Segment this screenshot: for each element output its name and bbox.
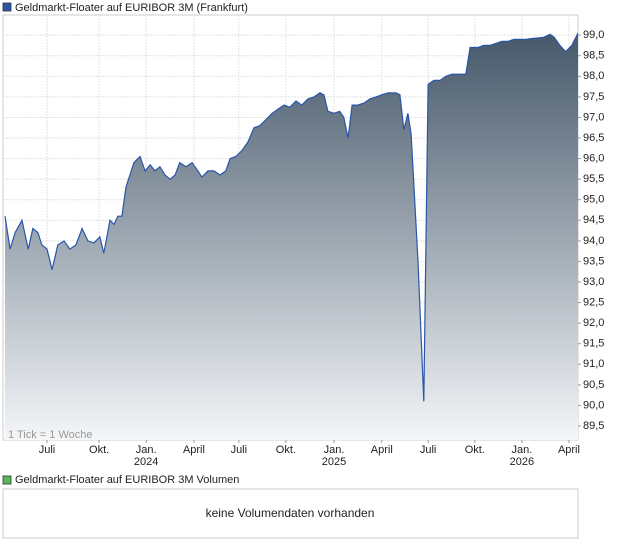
y-tick-label: 96,5 xyxy=(583,132,604,144)
y-tick-label: 94,5 xyxy=(583,214,604,226)
y-tick-label: 91,0 xyxy=(583,358,604,370)
x-tick-label: Okt. xyxy=(89,444,109,456)
y-tick-label: 97,5 xyxy=(583,91,604,103)
x-tick-label: April xyxy=(183,444,205,456)
x-tick-label: Okt. xyxy=(465,444,485,456)
legend-label: Geldmarkt-Floater auf EURIBOR 3M (Frankf… xyxy=(15,2,248,14)
x-tick-label: Juli xyxy=(39,444,56,456)
x-tick-label: Okt. xyxy=(276,444,296,456)
line xyxy=(4,32,579,402)
annotation: 1 Tick = 1 Woche xyxy=(8,429,92,441)
x-tick-label: Juli xyxy=(231,444,248,456)
x-tick-label: Jan. xyxy=(324,444,345,456)
x-tick-label: April xyxy=(371,444,393,456)
y-tick-label: 97,0 xyxy=(583,111,604,123)
x-year-label: 2025 xyxy=(322,456,346,468)
volume-title: Geldmarkt-Floater auf EURIBOR 3M Volumen xyxy=(15,474,239,486)
legend-swatch xyxy=(2,475,12,485)
y-tick-label: 93,0 xyxy=(583,276,604,288)
x-year-label: 2024 xyxy=(134,456,158,468)
x-tick-label: April xyxy=(558,444,580,456)
y-tick-label: 90,5 xyxy=(583,379,604,391)
legend-swatch xyxy=(2,2,12,12)
x-tick-label: Juli xyxy=(420,444,437,456)
y-tick-label: 91,5 xyxy=(583,338,604,350)
y-tick-label: 89,5 xyxy=(583,420,604,432)
volume-frame xyxy=(2,488,579,539)
y-tick-label: 90,0 xyxy=(583,399,604,411)
y-tick-label: 94,0 xyxy=(583,235,604,247)
y-tick-label: 98,0 xyxy=(583,70,604,82)
y-tick-label: 95,0 xyxy=(583,194,604,206)
x-tick-label: Jan. xyxy=(136,444,157,456)
y-tick-label: 93,5 xyxy=(583,255,604,267)
y-tick-label: 99,0 xyxy=(583,29,604,41)
y-tick-label: 92,5 xyxy=(583,296,604,308)
volume-message: keine Volumendaten vorhanden xyxy=(206,506,375,520)
y-tick-label: 96,0 xyxy=(583,152,604,164)
y-tick-label: 95,5 xyxy=(583,173,604,185)
x-year-label: 2026 xyxy=(510,456,534,468)
y-tick-label: 98,5 xyxy=(583,50,604,62)
area-fill xyxy=(5,33,578,440)
y-tick-label: 92,0 xyxy=(583,317,604,329)
x-tick-label: Jan. xyxy=(511,444,532,456)
